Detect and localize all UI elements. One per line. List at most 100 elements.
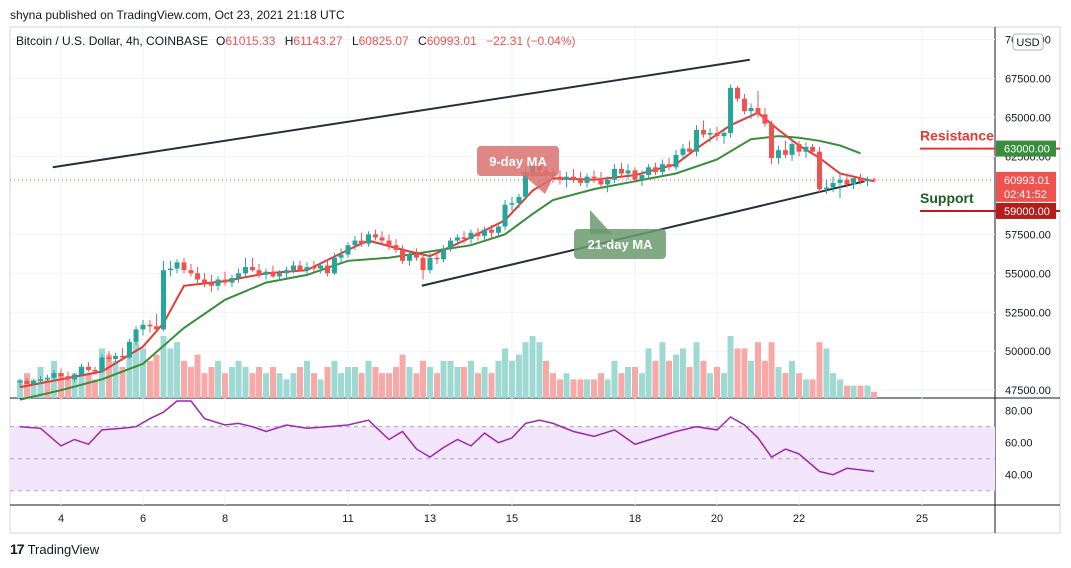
support-annotation: Support: [920, 190, 974, 206]
volume-bar: [133, 342, 140, 398]
volume-bar: [160, 336, 167, 398]
volume-bar: [734, 348, 741, 398]
candle-body: [413, 254, 419, 258]
volume-bar: [242, 367, 249, 398]
volume-bar: [85, 373, 92, 398]
candle-body: [475, 232, 481, 236]
candle-body: [789, 143, 795, 155]
volume-bar: [413, 373, 420, 398]
volume-bar: [741, 348, 748, 398]
candle-body: [338, 254, 344, 258]
candle-body: [666, 164, 672, 168]
candle-body: [653, 167, 658, 172]
volume-bar: [495, 360, 502, 398]
candle-body: [407, 254, 412, 261]
volume-bar: [850, 385, 857, 398]
candle-body: [441, 248, 447, 260]
candle-body: [352, 240, 358, 246]
volume-bar: [679, 348, 686, 398]
volume-bar: [461, 367, 468, 398]
volume-bar: [235, 360, 242, 398]
volume-bar: [297, 367, 304, 398]
volume-bar: [345, 367, 351, 398]
candle-body: [38, 379, 43, 381]
resistance-annotation: Resistance: [920, 128, 994, 144]
trading-chart[interactable]: 70000.0067500.0065000.0062500.0057500.00…: [0, 0, 1071, 540]
volume-bar: [181, 360, 187, 398]
support-price-box: [996, 202, 1056, 219]
volume-bar: [338, 373, 345, 398]
volume-bar: [638, 373, 645, 398]
candle-body: [810, 147, 816, 152]
volume-bar: [796, 373, 802, 398]
candle-body: [577, 179, 583, 183]
volume-bar: [454, 367, 461, 398]
volume-bar: [570, 379, 577, 398]
candle-body: [728, 87, 734, 133]
candle-body: [120, 355, 125, 358]
candle-body: [673, 154, 679, 168]
volume-bar: [406, 367, 413, 398]
candle-body: [215, 279, 221, 286]
rsi-band: [10, 426, 995, 491]
ma21-callout-label: 21-day MA: [587, 237, 653, 252]
volume-bar: [269, 367, 276, 398]
candle-body: [304, 267, 310, 271]
volume-bar: [304, 360, 310, 398]
candle-body: [557, 176, 563, 180]
volume-bar: [611, 360, 618, 398]
volume-bar: [174, 342, 181, 398]
volume-bar: [399, 354, 406, 398]
candle-body: [762, 114, 768, 124]
currency-button[interactable]: [1012, 33, 1044, 51]
candle-body: [598, 178, 604, 185]
footer-brand[interactable]: 17 TradingView: [10, 541, 99, 557]
volume-bar: [645, 348, 652, 398]
candle-body: [85, 366, 91, 370]
countdown-label: 02:41:52: [1004, 189, 1047, 201]
volume-bar: [816, 342, 823, 398]
volume-bar: [782, 373, 789, 398]
volume-bar: [249, 373, 256, 398]
candle-body: [297, 265, 303, 271]
candle-body: [605, 179, 611, 185]
candle-body: [113, 355, 119, 360]
candle-body: [359, 240, 365, 244]
volume-bar: [481, 367, 488, 398]
candle-body: [864, 179, 870, 182]
volume-bar: [597, 373, 604, 398]
candle-body: [618, 168, 624, 174]
volume-bar: [707, 373, 714, 398]
svg-text:O61015.33 H61143.27: O61015.33 H61143.27 L60825.07 C60993.01 …: [216, 34, 576, 48]
symbol-title: Bitcoin / U.S. Dollar, 4h, COINBASE: [16, 34, 208, 48]
rsi-line: [19, 400, 875, 476]
candle-body: [427, 257, 433, 271]
candle-body: [571, 176, 576, 180]
candle-body: [126, 341, 132, 358]
volume-bar: [543, 360, 550, 398]
candle-body: [748, 108, 754, 112]
time-tick-label: 11: [342, 513, 353, 525]
volume-bar: [215, 360, 222, 398]
candle-body: [714, 133, 720, 137]
candle-body: [372, 234, 378, 238]
time-tick-label: 18: [629, 513, 641, 525]
volume-bar: [263, 373, 269, 398]
volume-bar: [536, 342, 543, 398]
volume-bar: [386, 373, 392, 398]
volume-bar: [187, 367, 194, 398]
volume-bar: [550, 373, 556, 398]
change-value: −22.31 (−0.04%): [486, 34, 575, 48]
candle-body: [741, 98, 747, 112]
volume-bar: [17, 379, 23, 398]
last-price-label: 60993.01: [1004, 175, 1050, 187]
ma21-callout: [574, 229, 666, 259]
volume-bar: [871, 391, 878, 398]
candle-body: [680, 148, 686, 155]
volume-bar: [755, 342, 761, 398]
candle-body: [721, 133, 727, 137]
candle-body: [509, 203, 515, 205]
candle-body: [612, 168, 617, 180]
low-value: 60825.07: [359, 34, 409, 48]
volume-bar: [153, 354, 160, 398]
